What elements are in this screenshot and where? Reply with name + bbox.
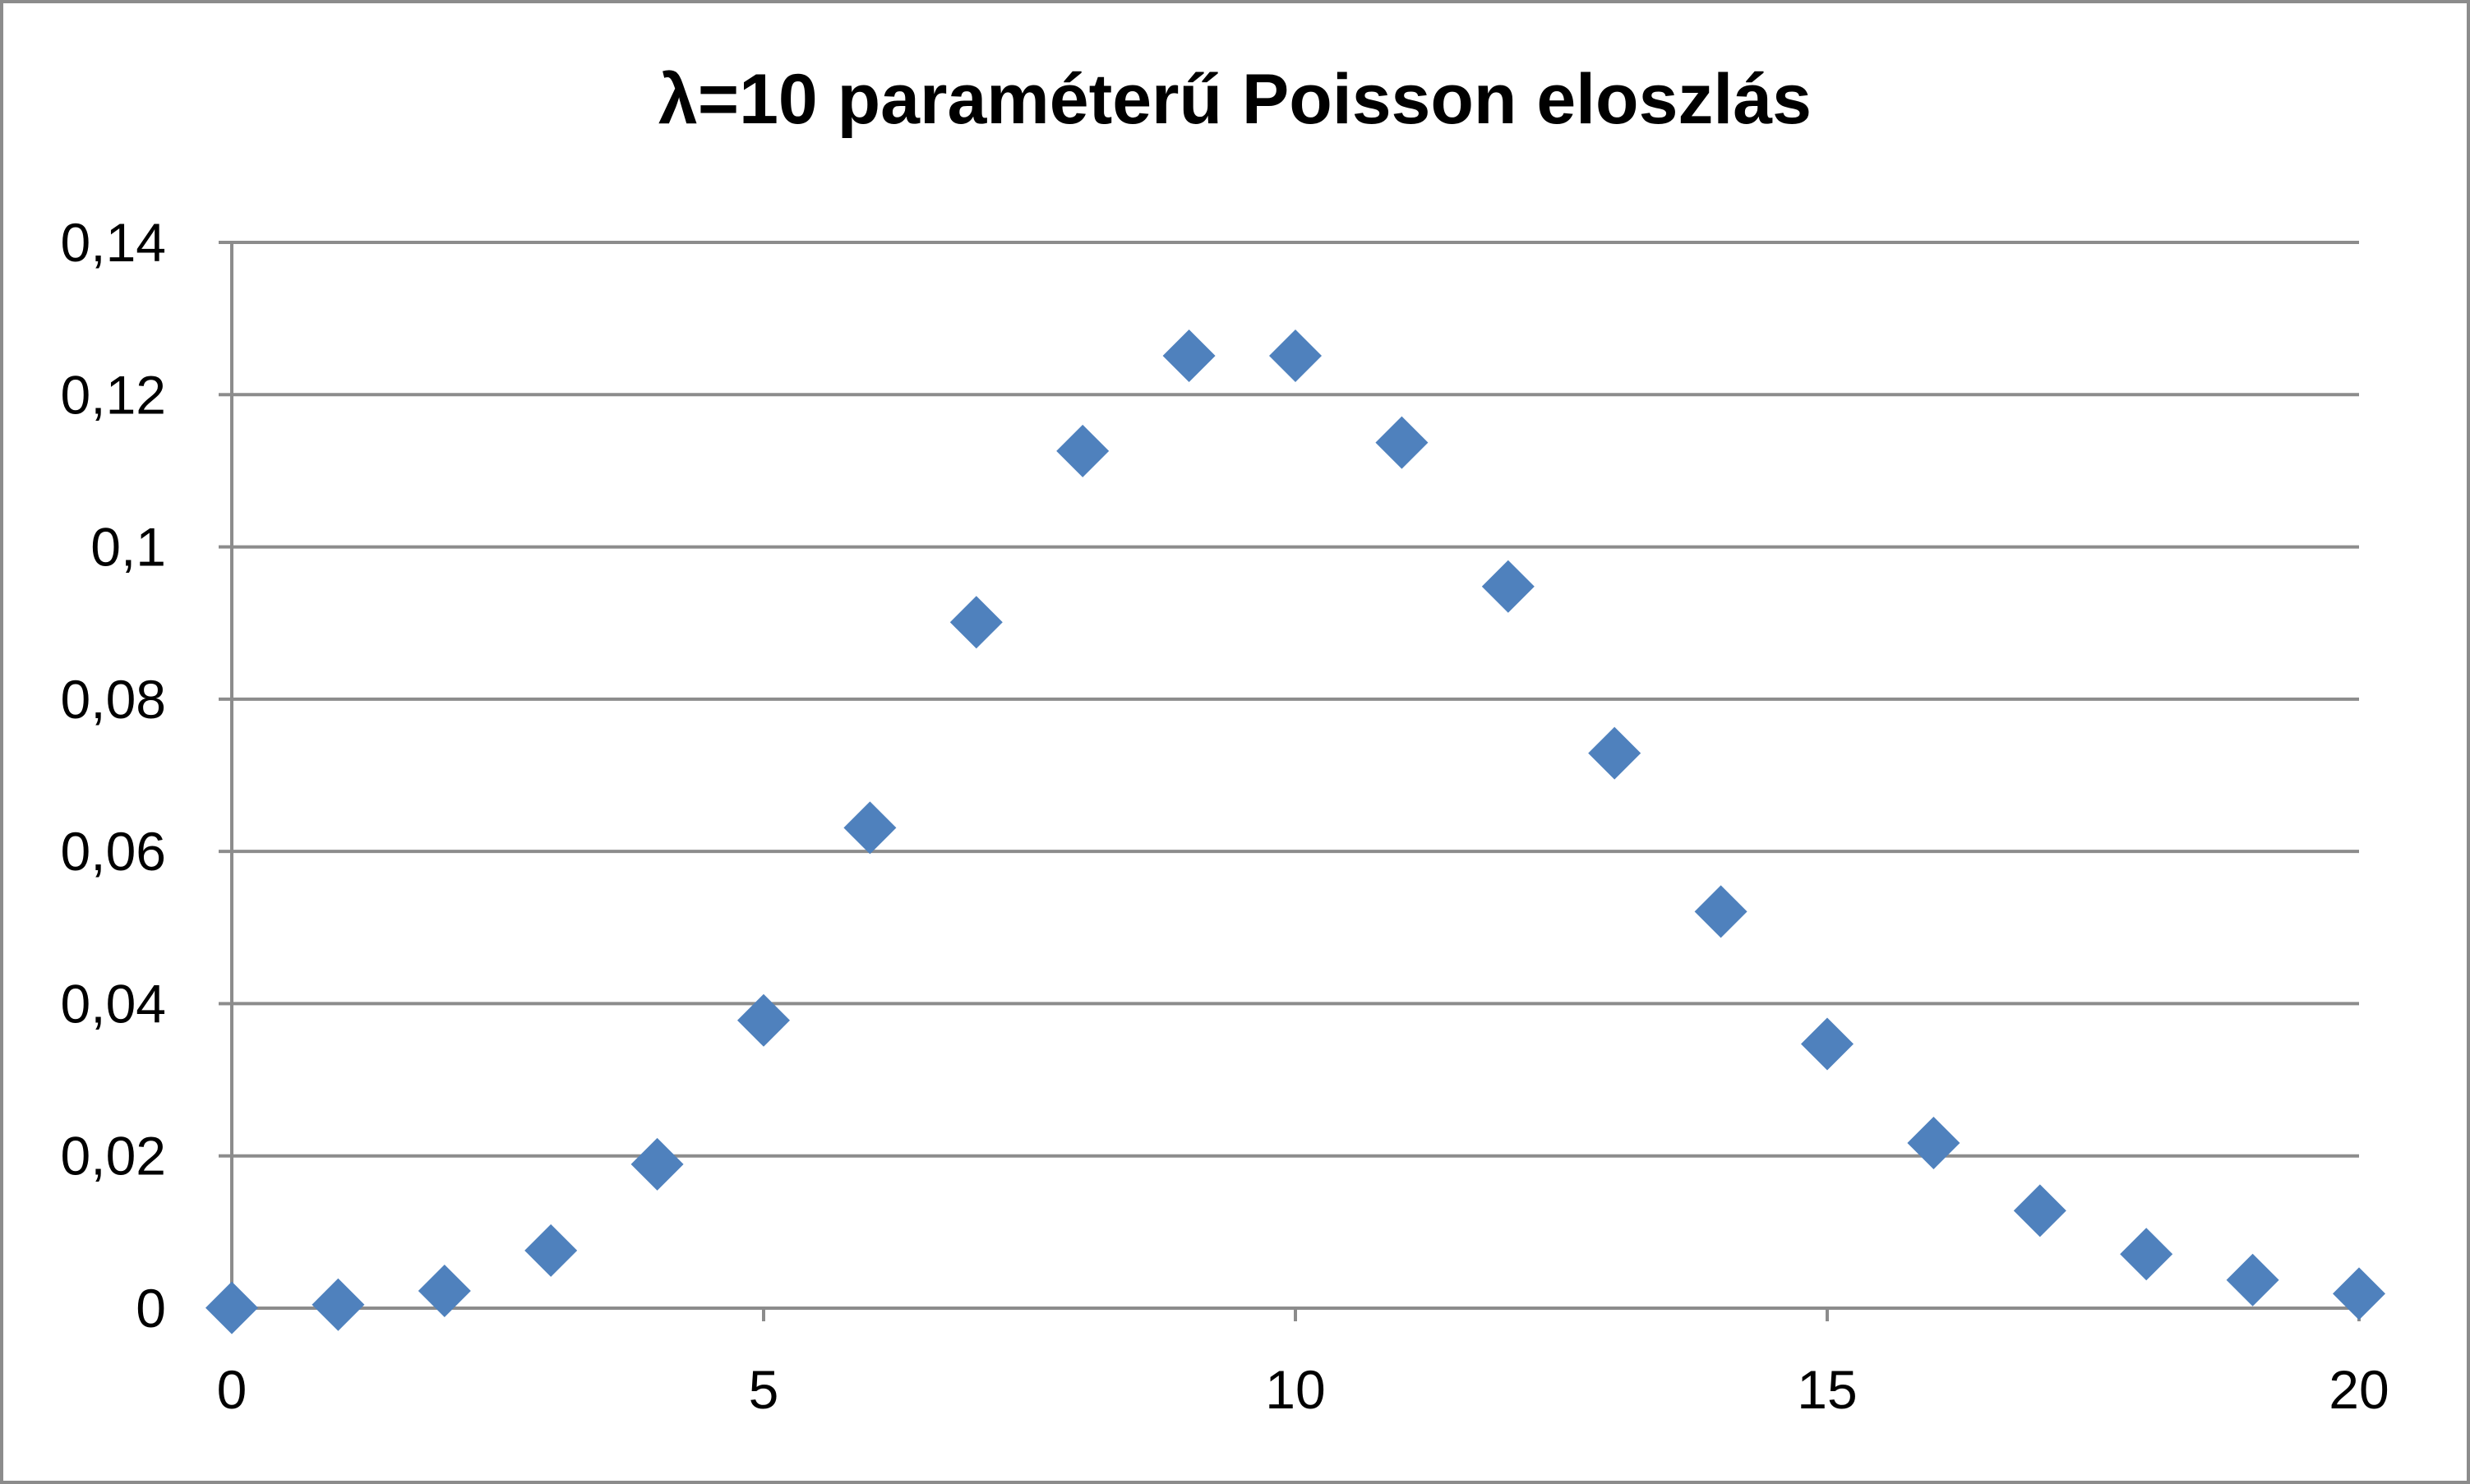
data-point-0-9 [1162,330,1216,383]
data-points [205,330,2385,1334]
data-point-0-8 [1056,424,1110,477]
data-point-0-20 [2333,1267,2385,1320]
data-point-0-3 [524,1224,578,1277]
y-tick-label: 0,08 [61,669,166,730]
y-tick-label: 0,02 [61,1126,166,1187]
data-point-0-16 [1907,1116,1960,1169]
axis-layer [219,241,2361,1321]
data-point-0-7 [949,596,1003,649]
data-point-0-1 [312,1278,365,1331]
y-tick-label: 0,06 [61,821,166,882]
x-tick-labels: 0 5 10 15 20 [217,1359,2389,1420]
x-tick-label: 15 [1797,1359,1857,1420]
data-point-0-12 [1481,560,1535,613]
data-point-0-18 [2120,1228,2173,1281]
y-tick-label: 0 [136,1278,166,1339]
data-point-0-13 [1588,726,1641,780]
data-point-0-0 [205,1281,258,1334]
x-tick-label: 10 [1265,1359,1325,1420]
x-tick-label: 20 [2329,1359,2389,1420]
y-tick-label: 0,12 [61,364,166,425]
data-point-0-10 [1269,330,1322,383]
data-point-0-11 [1375,416,1429,469]
chart-title: λ=10 paraméterű Poisson eloszlás [658,60,1812,139]
y-tick-labels: 0 0,02 0,04 0,06 0,08 0,1 0,12 0,14 [61,212,166,1339]
data-point-0-15 [1801,1017,1854,1071]
x-tick-label: 5 [749,1359,779,1420]
y-tick-label: 0,04 [61,973,166,1034]
data-point-0-17 [2013,1184,2066,1237]
data-point-0-19 [2226,1253,2279,1307]
data-point-0-14 [1694,885,1747,938]
grid-layer [232,241,2359,1158]
y-tick-label: 0,14 [61,212,166,273]
y-tick-label: 0,1 [90,517,166,578]
x-tick-label: 0 [217,1359,247,1420]
data-point-0-4 [630,1137,684,1191]
data-point-0-5 [737,993,790,1047]
data-point-0-6 [843,801,897,855]
data-point-0-2 [418,1264,471,1317]
